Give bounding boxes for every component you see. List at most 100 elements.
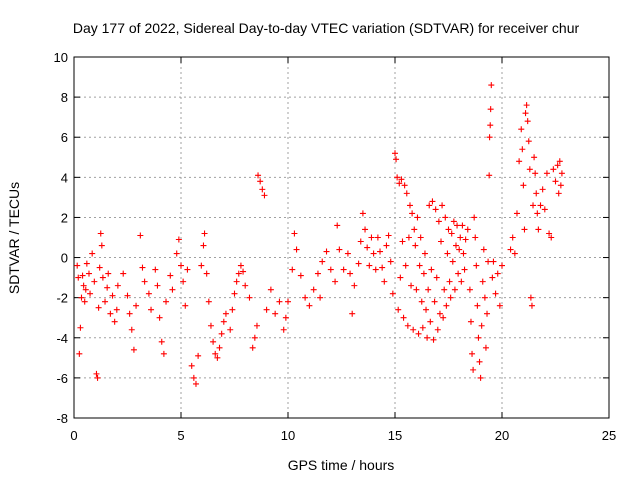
data-point	[528, 302, 535, 309]
y-axis-label: SDTVAR / TECUs	[6, 182, 22, 294]
data-point	[235, 270, 242, 277]
data-point	[421, 250, 428, 257]
data-point	[394, 174, 401, 181]
data-point	[522, 110, 529, 117]
data-point	[240, 268, 247, 275]
grid-lines	[74, 57, 609, 418]
data-point	[169, 286, 176, 293]
y-tick-label: 4	[61, 170, 68, 185]
x-tick-label: 10	[281, 428, 295, 443]
data-point	[473, 262, 480, 269]
data-point	[403, 190, 410, 197]
data-point	[327, 266, 334, 273]
data-point	[222, 310, 229, 317]
data-point	[276, 298, 283, 305]
data-point	[148, 306, 155, 313]
data-point	[555, 190, 562, 197]
data-point	[212, 350, 219, 357]
data-point	[385, 232, 392, 239]
data-point	[368, 234, 375, 241]
data-point	[445, 226, 452, 233]
data-point	[263, 306, 270, 313]
data-point	[78, 294, 85, 301]
data-point	[94, 374, 101, 381]
data-point	[469, 350, 476, 357]
data-point	[231, 290, 238, 297]
x-tick-label: 5	[177, 428, 184, 443]
data-point	[539, 186, 546, 193]
data-point	[550, 166, 557, 173]
y-tick-label: -6	[56, 371, 68, 386]
data-point	[534, 210, 541, 217]
data-point	[516, 158, 523, 165]
data-point	[359, 210, 366, 217]
data-point	[557, 182, 564, 189]
data-point	[175, 236, 182, 243]
data-point	[242, 282, 249, 289]
data-point	[184, 266, 191, 273]
data-point	[114, 282, 121, 289]
data-point	[532, 170, 539, 177]
data-point	[485, 258, 492, 265]
data-point	[441, 286, 448, 293]
data-point	[289, 266, 296, 273]
data-point	[246, 294, 253, 301]
data-point	[137, 232, 144, 239]
data-point	[434, 326, 441, 333]
data-point	[201, 230, 208, 237]
data-point	[558, 170, 565, 177]
data-point	[472, 234, 479, 241]
data-point	[120, 270, 127, 277]
x-tick-label: 0	[70, 428, 77, 443]
data-point	[198, 262, 205, 269]
data-point	[113, 306, 120, 313]
data-point	[377, 248, 384, 255]
data-point	[381, 278, 388, 285]
data-point	[416, 262, 423, 269]
y-tick-label: -8	[56, 411, 68, 426]
data-point	[428, 266, 435, 273]
y-tick-label: 6	[61, 130, 68, 145]
data-point	[431, 298, 438, 305]
data-point	[102, 298, 109, 305]
data-point	[317, 294, 324, 301]
data-point	[75, 274, 82, 281]
plot-frame	[73, 56, 610, 419]
y-tick-label: 8	[61, 90, 68, 105]
data-point	[429, 198, 436, 205]
data-point	[229, 306, 236, 313]
data-point	[79, 272, 86, 279]
data-point	[480, 246, 487, 253]
y-tick-label: -2	[56, 291, 68, 306]
data-point	[450, 218, 457, 225]
data-point	[554, 162, 561, 169]
data-point	[411, 226, 418, 233]
data-point	[487, 106, 494, 113]
data-point	[413, 286, 420, 293]
data-point	[173, 250, 180, 257]
data-point	[404, 322, 411, 329]
data-point	[440, 314, 447, 321]
data-point	[319, 258, 326, 265]
data-point	[443, 302, 450, 309]
x-axis-label: GPS time / hours	[288, 457, 395, 473]
x-tick-label: 15	[388, 428, 402, 443]
data-point	[188, 362, 195, 369]
data-point	[446, 278, 453, 285]
data-point	[261, 192, 268, 199]
data-point	[251, 334, 258, 341]
data-point	[482, 344, 489, 351]
data-point	[398, 176, 405, 183]
data-point	[200, 242, 207, 249]
data-point	[218, 330, 225, 337]
data-point	[233, 278, 240, 285]
data-point	[460, 250, 467, 257]
data-point	[487, 122, 494, 129]
data-point	[489, 274, 496, 281]
data-point	[267, 286, 274, 293]
data-point	[412, 242, 419, 249]
data-point	[81, 298, 88, 305]
data-point	[393, 156, 400, 163]
data-point	[332, 278, 339, 285]
data-point	[521, 226, 528, 233]
